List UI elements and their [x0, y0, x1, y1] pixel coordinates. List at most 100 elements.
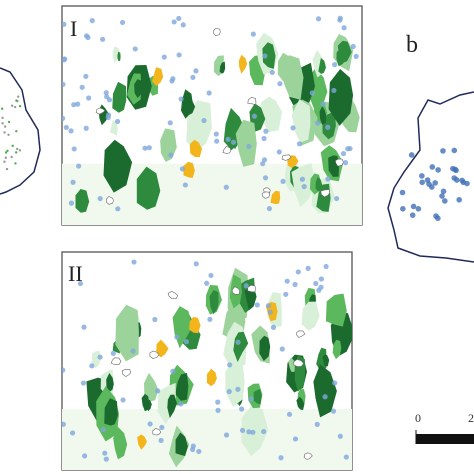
outlined-patch	[149, 350, 160, 359]
panel-i-content	[62, 15, 362, 225]
sample-point	[283, 291, 289, 297]
sample-point	[81, 324, 87, 330]
vegetation-patch	[144, 372, 159, 402]
overview-point	[451, 175, 458, 181]
panel-ii-content	[62, 259, 352, 470]
outlined-patch	[281, 154, 292, 161]
sample-point	[332, 380, 338, 386]
sample-point	[322, 394, 328, 400]
sample-point	[161, 54, 167, 60]
sample-point	[315, 16, 322, 22]
vegetation-patch	[291, 99, 311, 143]
vegetation-patch	[301, 301, 320, 331]
vegetation-patch	[134, 79, 143, 98]
sample-point	[182, 182, 188, 188]
overview-point	[400, 206, 406, 212]
left-outline	[0, 67, 41, 195]
overview-point	[409, 212, 416, 218]
sample-point	[169, 78, 175, 84]
sample-point	[235, 386, 241, 392]
sample-point	[250, 31, 256, 37]
sample-point	[280, 178, 286, 185]
scale-label: 2	[468, 411, 474, 425]
sample-point	[260, 161, 266, 167]
sample-point	[196, 448, 202, 455]
sample-point	[80, 380, 87, 386]
sample-point	[350, 43, 356, 50]
left-point	[11, 144, 14, 148]
sample-point	[267, 309, 273, 315]
sample-point	[265, 303, 271, 309]
left-point	[17, 95, 20, 98]
left-point	[4, 151, 8, 154]
overview-point	[410, 203, 417, 210]
vegetation-patch	[319, 106, 327, 125]
sample-point	[77, 280, 84, 287]
vegetation-patch	[325, 293, 347, 327]
sample-point	[347, 145, 353, 152]
sample-point	[183, 339, 190, 345]
vegetation-patch	[332, 339, 342, 360]
sample-point	[270, 324, 277, 330]
overview-point	[453, 167, 459, 174]
left-point	[5, 167, 9, 171]
left-point	[18, 104, 22, 108]
overview-point	[419, 179, 426, 186]
sample-point	[325, 176, 331, 182]
overview-outline	[387, 91, 474, 263]
vegetation-patch	[235, 119, 257, 167]
sample-point	[63, 124, 69, 131]
sample-point	[277, 81, 283, 87]
sample-point	[178, 96, 184, 102]
sample-point	[62, 367, 66, 373]
vegetation-patch	[187, 97, 196, 115]
left-point	[3, 131, 6, 134]
sample-point	[246, 429, 252, 435]
sample-point	[331, 87, 337, 94]
sample-point	[158, 437, 164, 444]
vegetation-patch	[315, 176, 323, 192]
sample-point	[193, 261, 199, 267]
vegetation-patch	[313, 364, 337, 418]
overview-point	[440, 148, 446, 154]
sample-point	[227, 362, 233, 368]
left-point	[6, 149, 9, 153]
yellow-patch	[238, 54, 248, 74]
sample-point	[83, 33, 90, 39]
left-point	[14, 162, 17, 165]
outlined-patch	[320, 189, 331, 198]
sample-point	[207, 316, 213, 322]
outlined-patch	[293, 358, 304, 367]
sample-point	[239, 406, 245, 412]
sample-point	[239, 427, 246, 434]
left-point	[16, 147, 19, 151]
sample-point	[71, 102, 77, 108]
vegetation-patch	[112, 81, 127, 113]
sample-point	[70, 179, 76, 185]
sample-point	[263, 128, 269, 134]
sample-point	[206, 90, 212, 96]
sample-point	[83, 73, 89, 79]
vegetation-patch	[259, 335, 271, 361]
vegetation-patch	[75, 189, 90, 213]
vegetation-patch	[209, 290, 219, 315]
sample-point	[105, 112, 112, 118]
left-point	[3, 125, 7, 128]
sample-point	[142, 145, 148, 151]
sample-point	[292, 436, 299, 442]
scale-bar	[416, 434, 474, 444]
sample-point	[179, 166, 186, 172]
left-outline-features	[0, 95, 22, 171]
overview-point	[440, 188, 447, 195]
sample-point	[79, 84, 85, 90]
sample-point	[83, 125, 89, 131]
sample-point	[214, 138, 220, 144]
outlined-patch	[222, 146, 232, 154]
vegetation-patch	[117, 51, 121, 62]
sample-point	[201, 117, 207, 124]
left-point	[15, 99, 18, 102]
sample-point	[174, 334, 180, 340]
vegetation-patch	[106, 373, 114, 392]
sample-point	[262, 53, 268, 59]
